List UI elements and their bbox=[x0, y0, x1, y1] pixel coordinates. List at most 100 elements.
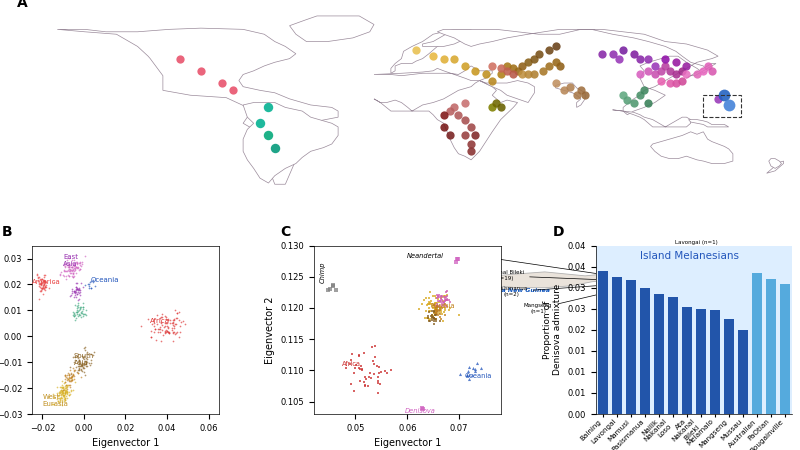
Point bbox=[438, 293, 450, 300]
Text: D: D bbox=[553, 225, 564, 239]
Point bbox=[36, 284, 49, 292]
Point bbox=[57, 384, 70, 392]
Point bbox=[69, 290, 82, 297]
Point bbox=[434, 297, 447, 304]
Point bbox=[64, 383, 77, 391]
Point bbox=[434, 303, 446, 310]
Point bbox=[434, 297, 446, 305]
Point bbox=[469, 367, 482, 374]
Point bbox=[434, 296, 447, 303]
Point bbox=[76, 310, 89, 317]
Point bbox=[436, 311, 449, 318]
Point bbox=[148, 323, 161, 330]
Point bbox=[39, 278, 52, 285]
Point bbox=[50, 395, 63, 402]
Point bbox=[71, 370, 84, 377]
Point bbox=[61, 382, 74, 390]
Point bbox=[75, 366, 88, 373]
Point bbox=[63, 367, 76, 374]
Point bbox=[167, 328, 180, 335]
Point bbox=[58, 385, 70, 392]
Point bbox=[67, 267, 80, 274]
Text: Oceania: Oceania bbox=[465, 373, 492, 379]
Point bbox=[56, 391, 69, 398]
Point bbox=[35, 284, 48, 292]
Point bbox=[470, 359, 483, 366]
Point bbox=[32, 274, 45, 281]
Point bbox=[166, 322, 179, 329]
Point bbox=[425, 297, 438, 304]
Point bbox=[466, 372, 478, 379]
Point bbox=[34, 279, 47, 287]
Point bbox=[421, 314, 434, 321]
Point bbox=[166, 319, 179, 326]
Point bbox=[344, 380, 357, 387]
Point bbox=[443, 298, 456, 305]
Point bbox=[69, 316, 82, 324]
Bar bbox=[766, 279, 776, 414]
Point bbox=[150, 312, 163, 319]
Point bbox=[349, 361, 362, 369]
Point bbox=[57, 387, 70, 394]
Point bbox=[423, 317, 436, 324]
Point bbox=[37, 277, 50, 284]
Point bbox=[73, 286, 86, 293]
Point bbox=[62, 369, 74, 377]
Point bbox=[171, 315, 184, 322]
Text: C: C bbox=[280, 225, 290, 239]
Point bbox=[430, 306, 442, 314]
Point bbox=[81, 348, 94, 355]
Point bbox=[167, 315, 180, 322]
Point bbox=[68, 354, 81, 361]
Point bbox=[162, 317, 174, 324]
Point bbox=[349, 364, 362, 371]
Text: West
Eurasia: West Eurasia bbox=[42, 394, 68, 407]
Point bbox=[76, 353, 89, 360]
Point bbox=[160, 314, 173, 321]
Point bbox=[155, 322, 168, 329]
Point bbox=[431, 307, 444, 315]
Point bbox=[76, 258, 89, 265]
Point bbox=[426, 314, 438, 321]
Point bbox=[145, 333, 158, 340]
Point bbox=[58, 373, 71, 380]
Point bbox=[60, 387, 73, 395]
Point bbox=[38, 279, 51, 286]
Point bbox=[426, 311, 438, 318]
Point bbox=[344, 357, 357, 364]
Point bbox=[77, 313, 90, 320]
Point bbox=[60, 383, 73, 391]
Point bbox=[61, 385, 74, 392]
Point bbox=[80, 311, 93, 319]
Point bbox=[438, 302, 450, 309]
Polygon shape bbox=[766, 161, 783, 173]
Point bbox=[78, 344, 91, 351]
Point bbox=[380, 370, 393, 377]
Point bbox=[430, 309, 442, 316]
Point bbox=[66, 371, 79, 378]
Point bbox=[68, 352, 81, 360]
Polygon shape bbox=[374, 66, 492, 81]
Point bbox=[67, 273, 80, 280]
Point bbox=[61, 267, 74, 274]
Point bbox=[62, 261, 74, 269]
Point bbox=[69, 262, 82, 269]
Point bbox=[54, 395, 66, 402]
Point bbox=[73, 364, 86, 372]
Point bbox=[56, 389, 69, 396]
Point bbox=[166, 319, 178, 326]
Point bbox=[439, 311, 452, 318]
Text: Papua New Guinea: Papua New Guinea bbox=[484, 288, 550, 292]
Point bbox=[58, 394, 70, 401]
Point bbox=[430, 295, 443, 302]
Point bbox=[62, 273, 75, 280]
Point bbox=[428, 300, 441, 307]
Point bbox=[64, 387, 77, 394]
Point bbox=[152, 328, 165, 336]
Text: Chimp: Chimp bbox=[320, 261, 326, 283]
Point bbox=[70, 261, 83, 268]
Point bbox=[339, 364, 352, 371]
Point bbox=[434, 304, 447, 311]
Point bbox=[374, 368, 387, 375]
Point bbox=[77, 299, 90, 306]
